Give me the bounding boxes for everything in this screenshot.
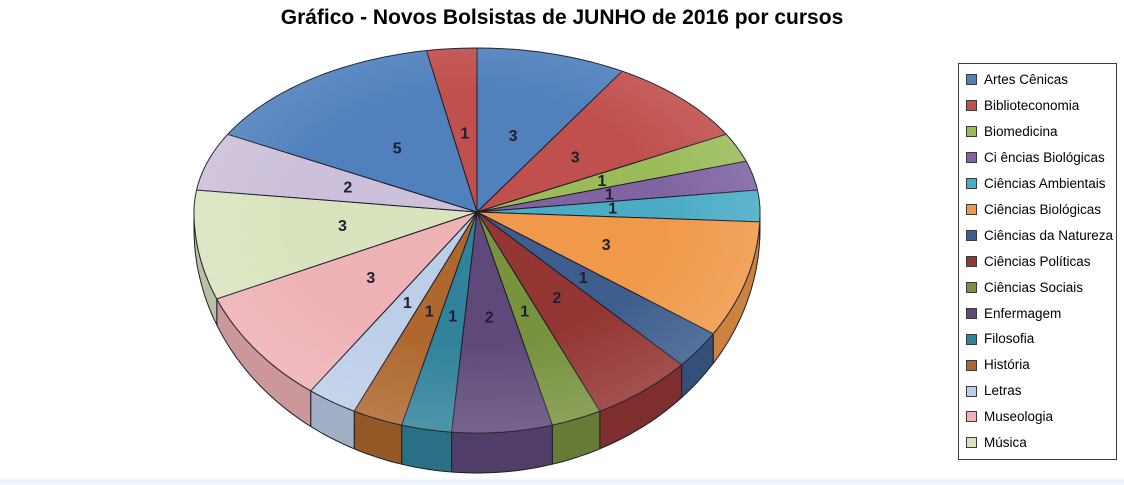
pie-slice-side — [401, 424, 453, 473]
legend-item-label: Ci ências Biológicas — [984, 149, 1105, 165]
chart-legend: Artes Cênicas Biblioteconomia Biomedicin… — [958, 63, 1117, 460]
legend-item-label: Ciências Políticas — [984, 253, 1091, 269]
legend-item[interactable]: Ciências Sociais — [966, 281, 1114, 295]
slice-value-label: 1 — [448, 308, 457, 325]
legend-swatch-icon — [966, 100, 977, 112]
legend-item[interactable]: Letras — [966, 384, 1114, 398]
legend-item[interactable]: Enfermagem — [966, 305, 1114, 321]
slice-value-label: 1 — [520, 303, 529, 320]
legend-swatch-icon — [966, 359, 977, 371]
legend-item[interactable]: Biomedicina — [966, 125, 1114, 139]
legend-item[interactable]: Ciências Biológicas — [966, 203, 1114, 217]
legend-item[interactable]: Biblioteconomia — [966, 99, 1114, 113]
slice-value-label: 2 — [485, 310, 494, 327]
slice-value-label: 2 — [552, 290, 561, 307]
slice-value-label: 1 — [597, 173, 606, 190]
legend-swatch-icon — [966, 229, 977, 241]
legend-swatch-icon — [966, 74, 977, 86]
slice-value-label: 1 — [425, 303, 434, 320]
legend-item-label: Filosofia — [984, 331, 1035, 347]
slice-value-label: 5 — [393, 140, 402, 157]
slice-value-label: 3 — [338, 218, 347, 235]
legend-swatch-icon — [966, 204, 977, 216]
legend-swatch-icon — [966, 333, 977, 345]
legend-item[interactable]: Música — [966, 436, 1114, 450]
legend-item-label: Museologia — [984, 409, 1054, 425]
legend-item[interactable]: Ciências Ambientais — [966, 177, 1114, 191]
legend-item-label: Ciências Sociais — [984, 279, 1084, 295]
legend-item-label: História — [984, 357, 1030, 373]
slice-value-label: 3 — [571, 150, 580, 167]
legend-item[interactable]: História — [966, 358, 1114, 372]
legend-swatch-icon — [966, 385, 977, 397]
slice-value-label: 1 — [579, 270, 588, 287]
slice-value-label: 3 — [366, 270, 375, 287]
legend-item-label: Enfermagem — [984, 305, 1062, 321]
legend-swatch-icon — [966, 255, 977, 267]
legend-swatch-icon — [966, 281, 977, 293]
slice-value-label: 1 — [460, 126, 469, 143]
legend-item[interactable]: Ciências da Natureza — [966, 229, 1114, 243]
legend-item-label: Ciências Ambientais — [984, 175, 1106, 191]
legend-item-label: Artes Cênicas — [984, 72, 1069, 88]
bottom-edge-strip — [0, 477, 1124, 485]
legend-swatch-icon — [966, 152, 977, 164]
legend-swatch-icon — [966, 437, 977, 449]
legend-item-label: Ciências da Natureza — [984, 227, 1114, 243]
legend-item[interactable]: Ci ências Biológicas — [966, 151, 1114, 165]
slice-value-label: 3 — [509, 128, 518, 145]
legend-item-label: Música — [984, 435, 1027, 451]
legend-item[interactable]: Ciências Políticas — [966, 255, 1114, 269]
legend-swatch-icon — [966, 411, 977, 423]
slice-value-label: 1 — [403, 295, 412, 312]
chart-title: Gráfico - Novos Bolsistas de JUNHO de 20… — [280, 6, 844, 29]
legend-item-label: Letras — [984, 383, 1022, 399]
slice-value-label: 3 — [602, 237, 611, 254]
legend-swatch-icon — [966, 178, 977, 190]
legend-swatch-icon — [966, 307, 977, 319]
legend-item-label: Ciências Biológicas — [984, 201, 1102, 217]
legend-swatch-icon — [966, 126, 977, 138]
legend-item[interactable]: Artes Cênicas — [966, 73, 1114, 87]
legend-item[interactable]: Museologia — [966, 410, 1114, 424]
legend-item-label: Biblioteconomia — [984, 98, 1080, 114]
slice-value-label: 1 — [608, 201, 617, 218]
slice-value-label: 2 — [343, 180, 352, 197]
legend-item-label: Biomedicina — [984, 124, 1058, 140]
slice-value-label: 1 — [605, 187, 614, 204]
legend-item[interactable]: Filosofia — [966, 332, 1114, 346]
